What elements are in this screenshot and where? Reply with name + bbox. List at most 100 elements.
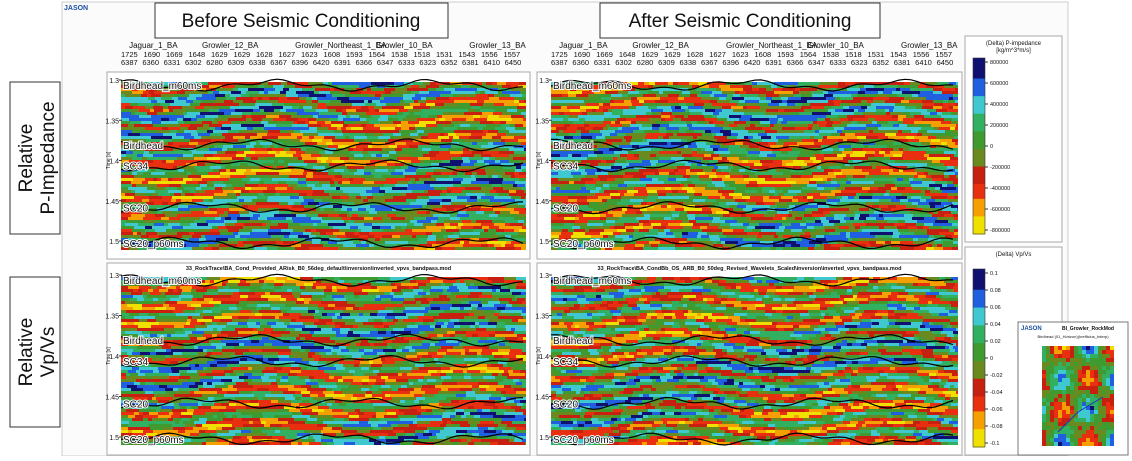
seismic-cell	[841, 100, 854, 103]
seismic-cell	[759, 100, 771, 103]
seismic-cell	[121, 112, 131, 115]
seismic-cell	[306, 178, 315, 181]
seismic-cell	[416, 235, 420, 238]
seismic-cell	[412, 235, 416, 238]
seismic-cell	[710, 94, 714, 97]
seismic-cell	[733, 217, 746, 220]
seismic-cell	[231, 121, 243, 124]
seismic-cell	[272, 148, 279, 151]
seismic-cell	[393, 238, 400, 241]
seismic-cell	[689, 109, 701, 112]
seismic-cell	[354, 172, 358, 175]
seismic-cell	[372, 193, 384, 196]
seismic-cell	[942, 106, 949, 109]
seismic-cell	[257, 196, 268, 199]
seismic-cell	[899, 124, 907, 127]
seismic-cell	[811, 154, 815, 157]
seismic-cell	[840, 97, 853, 100]
seismic-cell	[658, 214, 667, 217]
seismic-cell	[442, 247, 455, 250]
seismic-cell	[732, 127, 745, 130]
seismic-cell	[388, 118, 398, 121]
seismic-cell	[859, 97, 863, 100]
seismic-cell	[826, 115, 838, 118]
seismic-cell	[289, 157, 298, 160]
seismic-cell	[811, 106, 816, 109]
seismic-cell	[178, 211, 191, 214]
seismic-cell	[573, 127, 577, 130]
seismic-cell	[131, 235, 141, 238]
seismic-cell	[600, 178, 607, 181]
seismic-cell	[196, 115, 205, 118]
seismic-cell	[297, 184, 307, 187]
seismic-cell	[215, 217, 221, 220]
seismic-cell	[851, 121, 857, 124]
seismic-cell	[826, 97, 835, 100]
seismic-cell	[953, 130, 958, 133]
seismic-cell	[941, 154, 954, 157]
seismic-cell	[281, 229, 293, 232]
seismic-cell	[165, 100, 174, 103]
seismic-cell	[885, 151, 890, 154]
seismic-cell	[669, 124, 675, 127]
seismic-cell	[513, 184, 517, 187]
seismic-cell	[623, 142, 630, 145]
seismic-cell	[378, 166, 386, 169]
seismic-cell	[626, 133, 636, 136]
seismic-cell	[328, 172, 341, 175]
seismic-cell	[601, 97, 611, 100]
seismic-cell	[429, 181, 441, 184]
seismic-cell	[261, 121, 268, 124]
seismic-cell	[551, 130, 559, 133]
seismic-cell	[382, 106, 392, 109]
seismic-cell	[254, 247, 267, 250]
seismic-cell	[256, 169, 269, 172]
seismic-cell	[840, 184, 851, 187]
seismic-cell	[665, 187, 671, 190]
seismic-cell	[234, 190, 241, 193]
seismic-cell	[811, 187, 817, 190]
seismic-cell	[267, 247, 277, 250]
seismic-cell	[375, 169, 388, 172]
seismic-cell	[359, 115, 371, 118]
seismic-cell	[879, 190, 886, 193]
seismic-cell	[853, 97, 859, 100]
seismic-cell	[258, 199, 267, 202]
seismic-cell	[136, 220, 144, 223]
seismic-cell	[771, 127, 775, 130]
seismic-cell	[633, 163, 638, 166]
seismic-cell	[639, 127, 652, 130]
seismic-cell	[606, 196, 611, 199]
seismic-cell	[434, 169, 443, 172]
seismic-cell	[587, 172, 595, 175]
seismic-cell	[308, 202, 319, 205]
seismic-cell	[340, 196, 349, 199]
seismic-cell	[744, 163, 754, 166]
well-name: Growler_12_BA	[202, 41, 259, 50]
seismic-cell	[935, 124, 948, 127]
seismic-cell	[153, 178, 157, 181]
seismic-cell	[720, 196, 725, 199]
seismic-cell	[866, 217, 876, 220]
seismic-cell	[551, 157, 562, 160]
seismic-cell	[605, 136, 612, 139]
seismic-cell	[321, 124, 331, 127]
seismic-cell	[820, 82, 829, 85]
seismic-cell	[588, 205, 600, 208]
seismic-cell	[276, 217, 286, 220]
seismic-cell	[275, 82, 281, 85]
seismic-cell	[300, 175, 306, 178]
seismic-cell	[351, 199, 363, 202]
seismic-cell	[451, 121, 455, 124]
seismic-cell	[248, 88, 256, 91]
seismic-cell	[359, 166, 364, 169]
seismic-cell	[230, 106, 236, 109]
seismic-cell	[212, 112, 224, 115]
seismic-cell	[948, 100, 955, 103]
seismic-cell	[853, 139, 859, 142]
seismic-cell	[125, 223, 138, 226]
seismic-cell	[863, 94, 870, 97]
seismic-cell	[397, 145, 409, 148]
seismic-cell	[445, 184, 453, 187]
seismic-cell	[405, 229, 412, 232]
